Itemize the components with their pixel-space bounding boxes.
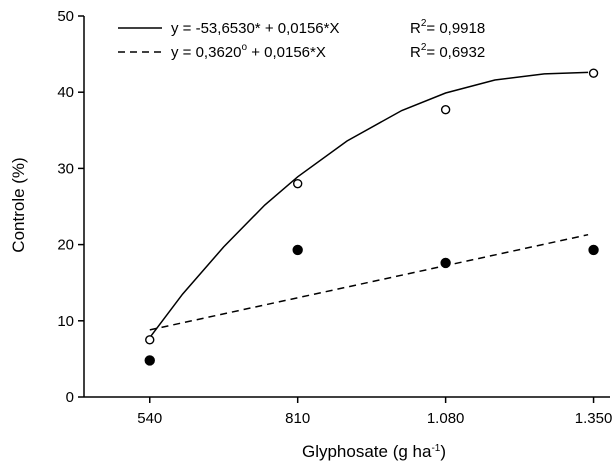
y-tick-label: 10 xyxy=(57,313,74,330)
x-tick-label: 810 xyxy=(285,410,310,427)
y-axis-ticks: 0 10 20 30 40 50 xyxy=(57,8,84,406)
y-tick-label: 20 xyxy=(57,237,74,254)
legend-equation-dashed: y = 0,3620o + 0,0156*X xyxy=(171,42,326,61)
legend: y = -53,6530* + 0,0156*X R2= 0,9918 y = … xyxy=(118,18,485,61)
data-point-open xyxy=(440,105,451,115)
y-axis-title: Controle (%) xyxy=(9,157,28,252)
legend-r2-solid: R2= 0,9918 xyxy=(410,18,485,37)
legend-equation-solid: y = -53,6530* + 0,0156*X xyxy=(171,20,339,37)
data-point-filled xyxy=(144,355,155,366)
data-point-open xyxy=(588,68,599,78)
axes xyxy=(83,16,610,398)
fit-curve-dashed xyxy=(149,233,589,331)
y-tick-label: 0 xyxy=(66,389,74,406)
data-points xyxy=(144,68,599,366)
y-tick-label: 40 xyxy=(57,84,74,101)
fit-curves xyxy=(149,71,589,339)
x-axis-title: Glyphosate (g ha-1) xyxy=(302,442,446,461)
x-tick-label: 540 xyxy=(137,410,162,427)
data-point-open xyxy=(292,178,303,189)
fit-curve-solid xyxy=(149,71,589,339)
x-axis-ticks: 540 810 1.080 1.350 xyxy=(137,397,612,427)
x-tick-label: 1.350 xyxy=(575,410,613,427)
legend-entry-solid: y = -53,6530* + 0,0156*X R2= 0,9918 xyxy=(118,18,485,37)
data-point-open xyxy=(145,335,155,345)
legend-entry-dashed: y = 0,3620o + 0,0156*X R2= 0,6932 xyxy=(118,42,485,61)
legend-r2-dashed: R2= 0,6932 xyxy=(410,42,485,61)
data-point-filled xyxy=(440,257,451,269)
y-tick-label: 30 xyxy=(57,160,74,177)
x-tick-label: 1.080 xyxy=(427,410,465,427)
data-point-filled xyxy=(292,244,303,256)
y-tick-label: 50 xyxy=(57,8,74,25)
data-point-filled xyxy=(588,244,599,256)
